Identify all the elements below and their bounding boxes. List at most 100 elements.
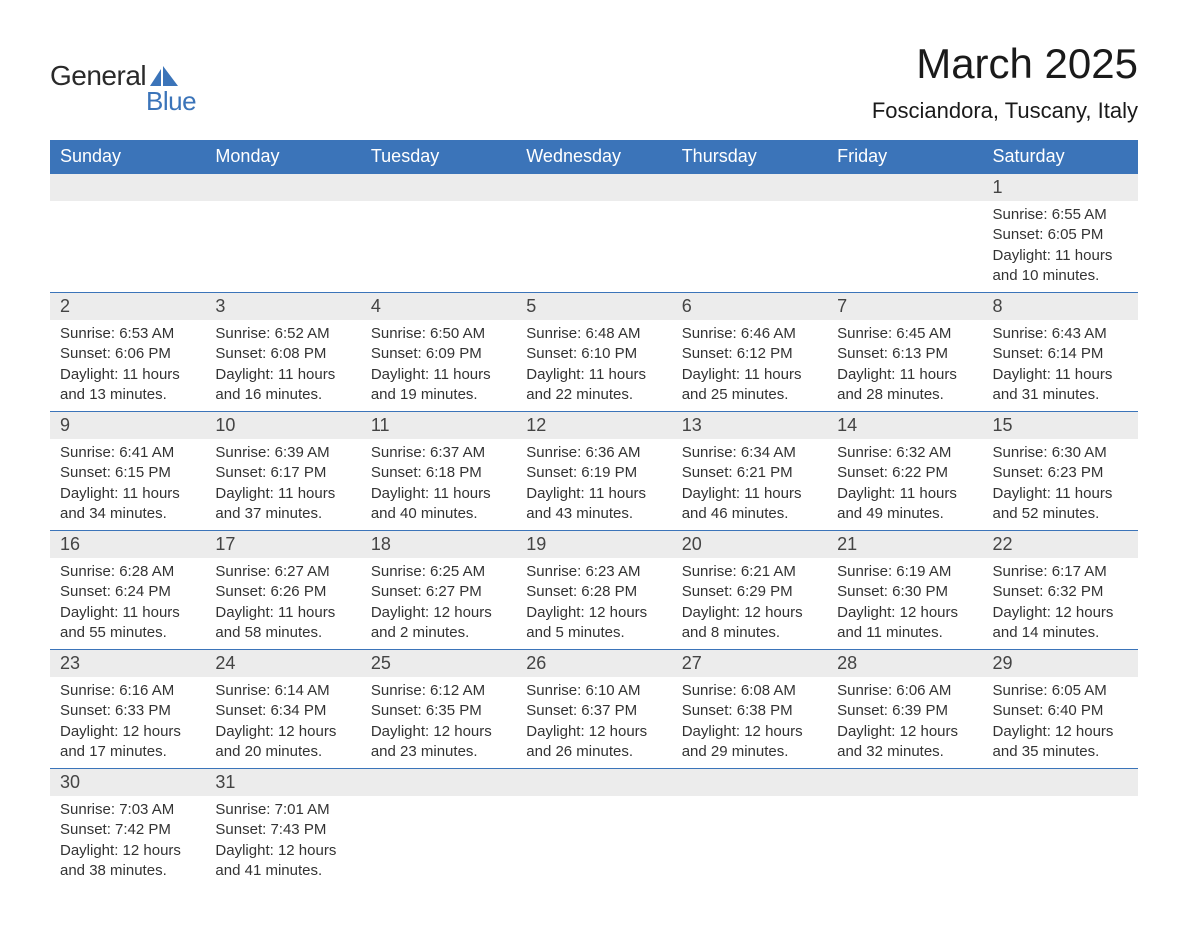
daylight-text: and 2 minutes. (371, 623, 506, 643)
daylight-text: Daylight: 12 hours (526, 722, 661, 742)
day-cell: Sunrise: 6:32 AMSunset: 6:22 PMDaylight:… (827, 439, 982, 531)
day-header: Monday (205, 140, 360, 174)
daylight-text: and 43 minutes. (526, 504, 661, 524)
daylight-text: and 8 minutes. (682, 623, 817, 643)
empty-detail-cell (361, 201, 516, 293)
sunrise-text: Sunrise: 6:41 AM (60, 443, 195, 463)
daylight-text: Daylight: 12 hours (60, 722, 195, 742)
sunrise-text: Sunrise: 6:55 AM (993, 205, 1128, 225)
empty-daynum-cell (50, 174, 205, 202)
daylight-text: and 46 minutes. (682, 504, 817, 524)
day-cell: Sunrise: 6:45 AMSunset: 6:13 PMDaylight:… (827, 320, 982, 412)
day-cell: Sunrise: 6:25 AMSunset: 6:27 PMDaylight:… (361, 558, 516, 650)
sunset-text: Sunset: 6:26 PM (215, 582, 350, 602)
sunset-text: Sunset: 6:05 PM (993, 225, 1128, 245)
daylight-text: and 32 minutes. (837, 742, 972, 762)
day-cell: Sunrise: 6:55 AMSunset: 6:05 PMDaylight:… (983, 201, 1138, 293)
sunrise-text: Sunrise: 6:46 AM (682, 324, 817, 344)
detail-row: Sunrise: 6:41 AMSunset: 6:15 PMDaylight:… (50, 439, 1138, 531)
day-cell: Sunrise: 6:48 AMSunset: 6:10 PMDaylight:… (516, 320, 671, 412)
empty-detail-cell (50, 201, 205, 293)
daylight-text: and 13 minutes. (60, 385, 195, 405)
day-number: 25 (361, 650, 516, 678)
sunrise-text: Sunrise: 6:27 AM (215, 562, 350, 582)
empty-daynum-cell (361, 174, 516, 202)
day-number: 24 (205, 650, 360, 678)
day-number: 2 (50, 293, 205, 321)
daylight-text: Daylight: 12 hours (526, 603, 661, 623)
day-number: 28 (827, 650, 982, 678)
empty-detail-cell (983, 796, 1138, 887)
day-cell: Sunrise: 6:50 AMSunset: 6:09 PMDaylight:… (361, 320, 516, 412)
sunrise-text: Sunrise: 6:39 AM (215, 443, 350, 463)
sunrise-text: Sunrise: 6:48 AM (526, 324, 661, 344)
daylight-text: and 19 minutes. (371, 385, 506, 405)
sunrise-text: Sunrise: 6:12 AM (371, 681, 506, 701)
sunrise-text: Sunrise: 6:21 AM (682, 562, 817, 582)
daylight-text: and 22 minutes. (526, 385, 661, 405)
sunrise-text: Sunrise: 6:53 AM (60, 324, 195, 344)
sunset-text: Sunset: 6:30 PM (837, 582, 972, 602)
daylight-text: Daylight: 11 hours (60, 603, 195, 623)
daylight-text: and 17 minutes. (60, 742, 195, 762)
daylight-text: and 37 minutes. (215, 504, 350, 524)
day-cell: Sunrise: 6:10 AMSunset: 6:37 PMDaylight:… (516, 677, 671, 769)
daylight-text: Daylight: 11 hours (837, 484, 972, 504)
empty-daynum-cell (205, 174, 360, 202)
day-number: 30 (50, 769, 205, 797)
day-number: 8 (983, 293, 1138, 321)
daylight-text: Daylight: 11 hours (371, 365, 506, 385)
daylight-text: Daylight: 11 hours (526, 484, 661, 504)
day-cell: Sunrise: 6:05 AMSunset: 6:40 PMDaylight:… (983, 677, 1138, 769)
sunrise-text: Sunrise: 6:36 AM (526, 443, 661, 463)
sunset-text: Sunset: 6:23 PM (993, 463, 1128, 483)
empty-daynum-cell (672, 769, 827, 797)
empty-detail-cell (827, 201, 982, 293)
empty-daynum-cell (827, 174, 982, 202)
daylight-text: Daylight: 12 hours (837, 722, 972, 742)
sunset-text: Sunset: 6:28 PM (526, 582, 661, 602)
day-header: Friday (827, 140, 982, 174)
day-cell: Sunrise: 6:52 AMSunset: 6:08 PMDaylight:… (205, 320, 360, 412)
daylight-text: and 55 minutes. (60, 623, 195, 643)
day-cell: Sunrise: 6:23 AMSunset: 6:28 PMDaylight:… (516, 558, 671, 650)
day-number: 15 (983, 412, 1138, 440)
day-cell: Sunrise: 6:41 AMSunset: 6:15 PMDaylight:… (50, 439, 205, 531)
sunset-text: Sunset: 6:27 PM (371, 582, 506, 602)
daylight-text: Daylight: 11 hours (682, 484, 817, 504)
sunrise-text: Sunrise: 6:05 AM (993, 681, 1128, 701)
empty-detail-cell (516, 796, 671, 887)
daylight-text: Daylight: 11 hours (526, 365, 661, 385)
sunrise-text: Sunrise: 6:25 AM (371, 562, 506, 582)
day-cell: Sunrise: 6:30 AMSunset: 6:23 PMDaylight:… (983, 439, 1138, 531)
day-number: 18 (361, 531, 516, 559)
daylight-text: Daylight: 11 hours (371, 484, 506, 504)
daynum-row: 16171819202122 (50, 531, 1138, 559)
title-block: March 2025 Fosciandora, Tuscany, Italy (872, 40, 1138, 124)
day-number: 17 (205, 531, 360, 559)
day-number: 7 (827, 293, 982, 321)
empty-daynum-cell (516, 769, 671, 797)
day-cell: Sunrise: 6:14 AMSunset: 6:34 PMDaylight:… (205, 677, 360, 769)
day-number: 29 (983, 650, 1138, 678)
sunset-text: Sunset: 6:10 PM (526, 344, 661, 364)
sunset-text: Sunset: 6:18 PM (371, 463, 506, 483)
daylight-text: Daylight: 11 hours (993, 365, 1128, 385)
daylight-text: and 49 minutes. (837, 504, 972, 524)
daylight-text: and 40 minutes. (371, 504, 506, 524)
daylight-text: and 11 minutes. (837, 623, 972, 643)
day-header: Wednesday (516, 140, 671, 174)
daynum-row: 23242526272829 (50, 650, 1138, 678)
sunset-text: Sunset: 6:08 PM (215, 344, 350, 364)
sunrise-text: Sunrise: 7:01 AM (215, 800, 350, 820)
day-cell: Sunrise: 6:17 AMSunset: 6:32 PMDaylight:… (983, 558, 1138, 650)
daylight-text: Daylight: 11 hours (993, 484, 1128, 504)
daylight-text: Daylight: 12 hours (837, 603, 972, 623)
day-header: Saturday (983, 140, 1138, 174)
empty-daynum-cell (516, 174, 671, 202)
daylight-text: and 29 minutes. (682, 742, 817, 762)
day-cell: Sunrise: 6:06 AMSunset: 6:39 PMDaylight:… (827, 677, 982, 769)
daylight-text: Daylight: 12 hours (215, 841, 350, 861)
sunrise-text: Sunrise: 6:50 AM (371, 324, 506, 344)
sunrise-text: Sunrise: 6:08 AM (682, 681, 817, 701)
